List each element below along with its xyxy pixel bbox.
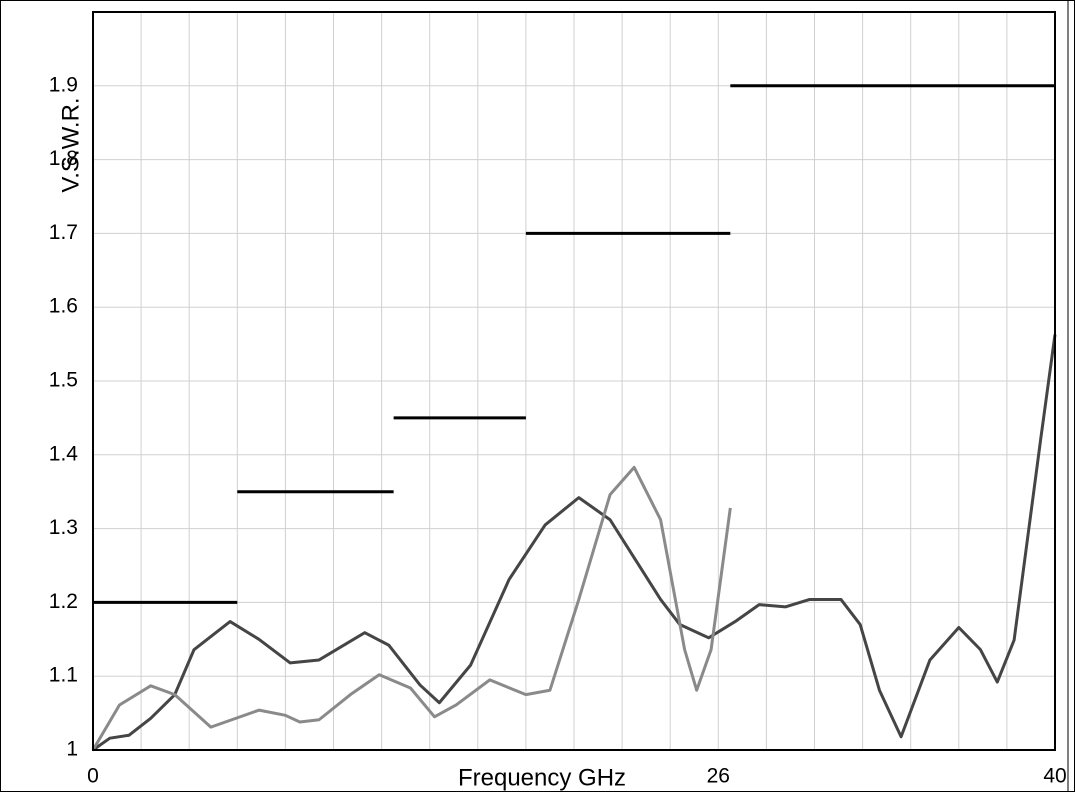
y-tick-label: 1.5 xyxy=(49,369,78,392)
plot-border xyxy=(92,11,1056,751)
y-tick-label: 1.7 xyxy=(49,221,78,244)
y-tick-label: 1.8 xyxy=(49,147,78,170)
y-tick-label: 1.1 xyxy=(49,664,78,687)
vswr-line xyxy=(91,465,732,751)
x-tick-label: 40 xyxy=(1043,765,1066,788)
y-tick-label: 1.4 xyxy=(49,442,79,465)
x-tick-label: 26 xyxy=(707,765,730,788)
y-tick-label: 1.2 xyxy=(49,590,78,613)
y-tick-label: 1.3 xyxy=(49,516,78,539)
y-tick-label: 1 xyxy=(66,738,78,761)
y-tick-label: 1.9 xyxy=(49,73,78,96)
y-tick-label: 1.6 xyxy=(49,295,78,318)
x-axis-label: Frequency GHz xyxy=(458,764,626,791)
vswr-line xyxy=(92,334,1057,752)
x-tick-label: 0 xyxy=(87,765,99,788)
y-axis-label: V.S.W.R. xyxy=(57,97,84,192)
